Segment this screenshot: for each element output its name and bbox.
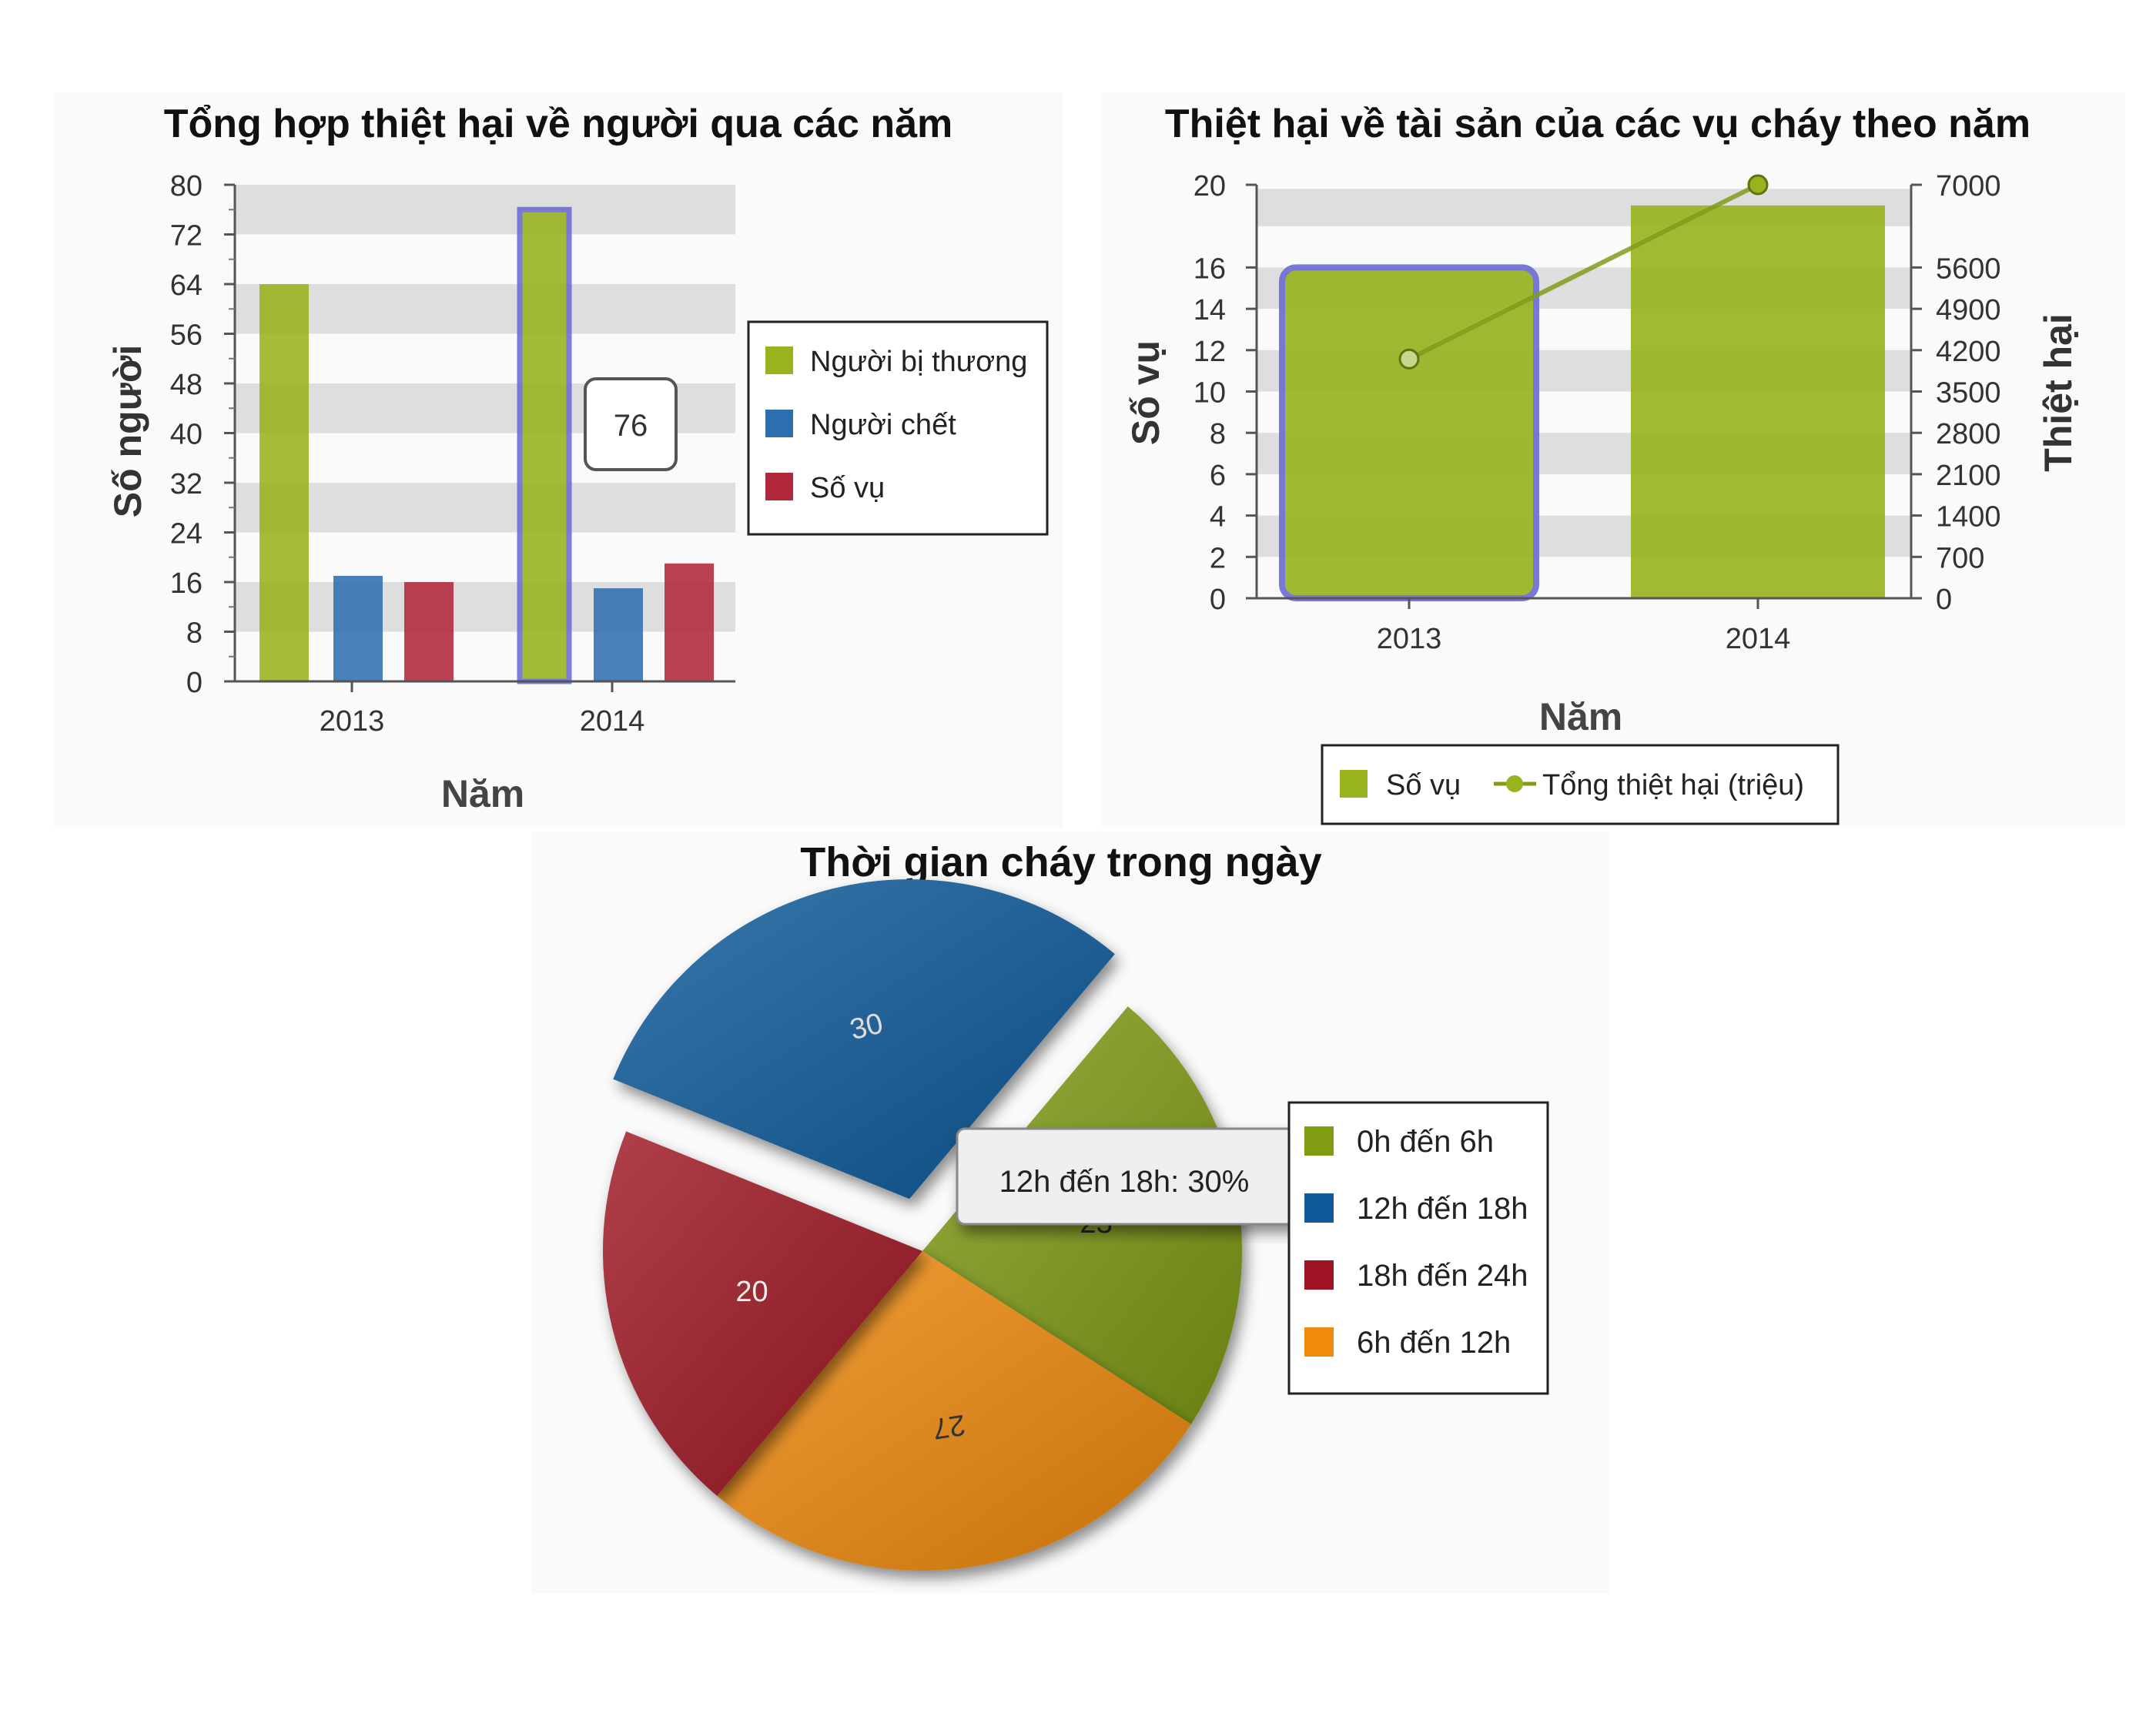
pie-chart-panel-background — [531, 832, 1609, 1594]
bar-chart-panel-background — [54, 92, 1063, 828]
combo-chart-panel-background — [1101, 92, 2125, 828]
